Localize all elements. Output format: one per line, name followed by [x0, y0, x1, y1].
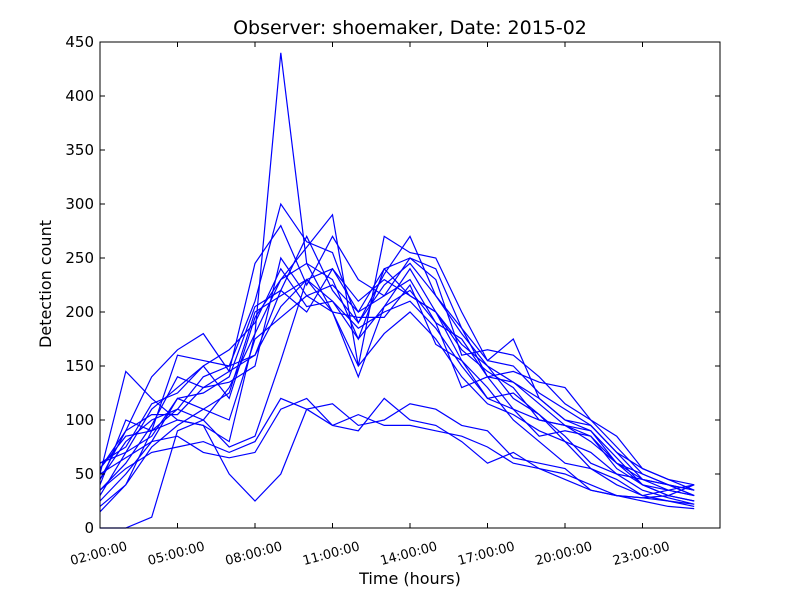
x-axis-label: Time (hours): [358, 569, 461, 588]
series-line-15: [99, 267, 695, 491]
chart-title: Observer: shoemaker, Date: 2015-02: [233, 17, 587, 39]
y-tick-label: 350: [65, 141, 94, 159]
y-axis: 0 50 100 150 200 250 300 350 400 450: [65, 33, 720, 537]
y-tick-label: 300: [65, 195, 94, 213]
y-tick-label: 250: [65, 249, 94, 267]
series-line-16: [99, 267, 695, 497]
series-line-3: [99, 224, 695, 491]
series-line-12: [99, 397, 695, 510]
y-tick-label: 0: [84, 519, 94, 537]
y-tick-label: 100: [65, 411, 94, 429]
series-group: [99, 52, 695, 529]
series-line-2: [99, 202, 695, 497]
series-line-5: [99, 257, 695, 507]
y-tick-label: 400: [65, 87, 94, 105]
y-tick-label: 150: [65, 357, 94, 375]
series-line-11: [100, 278, 695, 529]
series-line-14: [99, 403, 695, 502]
series-line-10: [99, 295, 695, 513]
y-tick-label: 200: [65, 303, 94, 321]
y-tick-label: 50: [75, 465, 94, 483]
series-line-9: [99, 278, 695, 502]
y-axis-label: Detection count: [36, 220, 55, 348]
series-line-6: [99, 235, 695, 497]
y-tick-label: 450: [65, 33, 94, 51]
plot-frame: [99, 41, 721, 529]
